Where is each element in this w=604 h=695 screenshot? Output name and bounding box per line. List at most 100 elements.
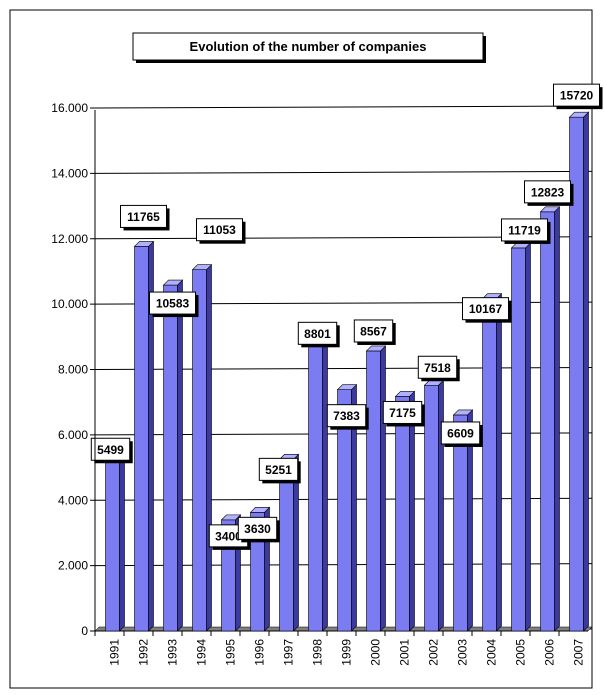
bar-front [482, 298, 497, 632]
data-label: 7175 [382, 400, 425, 427]
gridline [94, 170, 593, 174]
bar [191, 263, 213, 632]
data-label-box [120, 204, 167, 228]
bar-top [365, 345, 387, 352]
data-label: 10583 [149, 291, 199, 318]
bar-side [583, 111, 589, 632]
x-tick-label: 2005 [514, 639, 528, 666]
data-label-text: 11053 [203, 223, 236, 237]
title-box [132, 32, 484, 61]
bar-side [380, 345, 386, 632]
data-label: 15720 [553, 83, 603, 110]
data-label-box [353, 319, 394, 343]
bar [452, 409, 474, 632]
bar [568, 111, 590, 632]
data-label-text: 10167 [469, 302, 503, 316]
data-label-text: 11719 [508, 223, 541, 237]
data-label-text: 5251 [265, 463, 292, 477]
data-label-text: 7518 [424, 361, 451, 375]
data-label: 8801 [297, 321, 340, 348]
bar [365, 345, 387, 632]
data-label-box [326, 404, 367, 428]
bar-side [525, 242, 531, 632]
bar [133, 240, 155, 632]
x-tick-label: 1993 [166, 639, 180, 666]
data-label-box [90, 437, 131, 461]
data-label-text: 8801 [304, 327, 331, 341]
data-label-box [149, 291, 196, 315]
y-tick-label: 14.000 [51, 166, 88, 180]
bar-side [554, 206, 560, 632]
x-tick-label: 1991 [108, 639, 122, 666]
bar-side [322, 337, 328, 632]
chart-title: Evolution of the number of companies [190, 39, 427, 54]
bar-side [206, 263, 212, 632]
bar-front [453, 414, 468, 632]
bar-front [366, 350, 381, 632]
bar-side [177, 279, 183, 632]
bar [162, 279, 184, 632]
x-tick-label: 2003 [456, 639, 470, 666]
bar-side [409, 390, 415, 632]
data-label-box [440, 421, 481, 445]
bar-front [540, 211, 555, 632]
outer-border [9, 9, 593, 689]
x-tick-label: 2002 [427, 639, 441, 666]
data-label: 5499 [90, 437, 133, 464]
data-label-box [462, 297, 509, 321]
bar-side [438, 379, 444, 632]
data-label-text: 7383 [333, 409, 360, 423]
data-label: 11719 [501, 218, 551, 244]
bar-top [568, 111, 590, 118]
bar-top [191, 264, 213, 271]
data-label-box [501, 218, 548, 242]
bar-front [134, 246, 149, 632]
x-tick-label: 1998 [311, 639, 325, 666]
data-label: 5251 [258, 457, 301, 484]
bar-front [395, 396, 410, 632]
data-label-box [237, 516, 278, 540]
x-tick-label: 2000 [369, 639, 383, 666]
bar-top [394, 391, 416, 397]
bar [104, 445, 126, 632]
data-label: 7518 [417, 355, 460, 382]
bar [539, 206, 561, 632]
data-label: 10167 [462, 297, 512, 323]
data-label-box [417, 355, 458, 379]
data-label: 11765 [120, 204, 170, 231]
data-label-box [524, 180, 571, 204]
data-label-box [382, 400, 423, 424]
x-tick-label: 1995 [224, 639, 238, 666]
bar-front [163, 284, 178, 632]
x-tick-label: 2006 [543, 639, 557, 666]
bar-side [119, 445, 125, 632]
bar-front [105, 450, 120, 632]
data-label-text: 11765 [127, 210, 160, 224]
y-tick-label: 10.000 [51, 297, 88, 311]
data-label-text: 12823 [531, 185, 565, 199]
bar-front [192, 269, 207, 632]
x-axis-ticks: 1991 1992 1993 1994 1995 1996 1997 1998 1999 2000… [94, 631, 586, 666]
x-tick-label: 1994 [195, 639, 209, 666]
data-label-text: 3400 [215, 529, 242, 543]
data-label-box [297, 321, 338, 345]
x-tick-label: 2007 [572, 639, 586, 666]
x-tick-label: 1999 [340, 639, 354, 666]
bar [423, 379, 445, 632]
y-tick-label: 12.000 [51, 232, 88, 246]
bar-top [133, 241, 155, 247]
y-tick-label: 2.000 [58, 559, 88, 573]
bar-front [424, 384, 439, 632]
data-label-box [196, 218, 243, 242]
data-label-text: 7175 [389, 406, 416, 420]
x-tick-label: 1992 [137, 639, 151, 666]
bar [278, 453, 300, 632]
bar-top [336, 384, 358, 390]
bar-side [496, 292, 502, 632]
data-label-box [553, 83, 600, 107]
data-label: 11053 [196, 218, 246, 244]
data-label: 6609 [440, 421, 483, 447]
bar-front [308, 343, 323, 632]
